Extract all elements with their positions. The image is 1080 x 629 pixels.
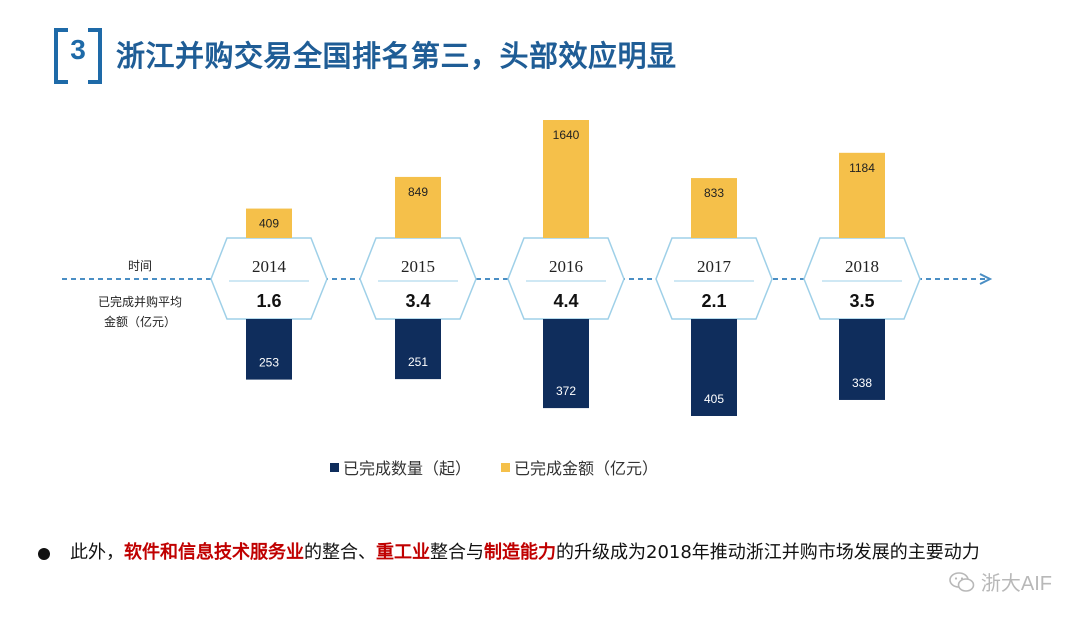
- bullet-text-1: 此外，: [70, 542, 124, 563]
- bullet-point: 此外，软件和信息技术服务业的整合、重工业整合与制造能力的升级成为2018年推动浙…: [38, 536, 1028, 570]
- average-amount-label: 4.4: [553, 291, 578, 311]
- year-label: 2015: [401, 257, 435, 276]
- bullet-text-3: 整合与: [430, 542, 484, 563]
- year-label: 2018: [845, 257, 879, 276]
- row-label-time: 时间: [127, 259, 152, 273]
- row-label-avg-line2: 金额（亿元）: [103, 315, 176, 329]
- year-hexagon: [655, 237, 773, 320]
- watermark: 浙大AIF: [949, 567, 1052, 596]
- average-amount-label: 3.5: [849, 291, 874, 311]
- year-hexagon: [359, 237, 477, 320]
- count-bar-label: 253: [259, 356, 279, 370]
- amount-bar: [246, 208, 292, 238]
- chart-area: 2014 1.6 409 253 2015 3.4 849 251 2016 4.4 1640 372…: [62, 120, 993, 416]
- legend-swatch-navy: [330, 462, 339, 472]
- watermark-text: 浙大AIF: [980, 573, 1052, 595]
- count-bar: [839, 319, 885, 400]
- bullet-highlight-heavy-industry: 重工业: [376, 542, 430, 563]
- count-bar-label: 372: [556, 384, 576, 398]
- legend-swatch-gold: [501, 462, 511, 472]
- count-bar-label: 338: [852, 376, 872, 390]
- amount-bar: [543, 120, 589, 238]
- count-bar: [543, 319, 589, 409]
- bullet-highlight-manufacturing: 制造能力: [484, 542, 556, 563]
- year-hexagon: [210, 237, 328, 320]
- count-bar: [246, 319, 292, 380]
- amount-bar-label: 833: [704, 186, 724, 200]
- amount-bar: [691, 178, 737, 238]
- bullet-text-4: 的升级成为2018年推动浙江并购市场发展的主要动力: [556, 542, 980, 563]
- average-amount-label: 3.4: [405, 291, 430, 311]
- timeline-arrow-icon: [979, 273, 993, 285]
- slide-header: 3 浙江并购交易全国排名第三，头部效应明显: [54, 27, 677, 84]
- year-label: 2016: [549, 257, 583, 276]
- year-hexagon: [507, 237, 625, 320]
- row-label-avg-line1: 已完成并购平均: [97, 295, 182, 309]
- amount-bar: [395, 176, 441, 238]
- section-number: 3: [70, 34, 86, 65]
- count-bar-label: 251: [408, 355, 428, 369]
- bullet-text: 此外，软件和信息技术服务业的整合、重工业整合与制造能力的升级成为2018年推动浙…: [70, 536, 1028, 570]
- bullet-text-2: 的整合、: [304, 542, 376, 563]
- average-amount-label: 2.1: [701, 291, 726, 311]
- wechat-icon: [949, 571, 975, 592]
- average-amount-label: 1.6: [256, 291, 281, 311]
- legend-item-amount: 已完成金额（亿元）: [501, 455, 658, 479]
- count-bar: [395, 319, 441, 380]
- bullet-highlight-software: 软件和信息技术服务业: [124, 542, 304, 563]
- count-bar-label: 405: [704, 392, 724, 406]
- amount-bar: [839, 152, 885, 238]
- year-label: 2017: [697, 257, 732, 276]
- amount-bar-label: 1184: [849, 161, 875, 175]
- legend-label-amount: 已完成金额（亿元）: [514, 459, 659, 478]
- bullet-dot: [38, 548, 50, 560]
- year-hexagon: [803, 237, 921, 320]
- chart-legend: 已完成数量（起） 已完成金额（亿元）: [330, 455, 688, 479]
- section-number-badge: 3: [54, 28, 102, 84]
- year-label: 2014: [252, 257, 287, 276]
- legend-item-count: 已完成数量（起）: [330, 455, 471, 479]
- right-bracket: [88, 28, 102, 84]
- slide-title: 浙江并购交易全国排名第三，头部效应明显: [116, 39, 677, 73]
- count-bar: [691, 319, 737, 416]
- amount-bar-label: 1640: [553, 128, 580, 142]
- amount-bar-label: 409: [259, 217, 279, 231]
- legend-label-count: 已完成数量（起）: [343, 459, 472, 478]
- left-bracket: [54, 28, 68, 84]
- amount-bar-label: 849: [408, 185, 428, 199]
